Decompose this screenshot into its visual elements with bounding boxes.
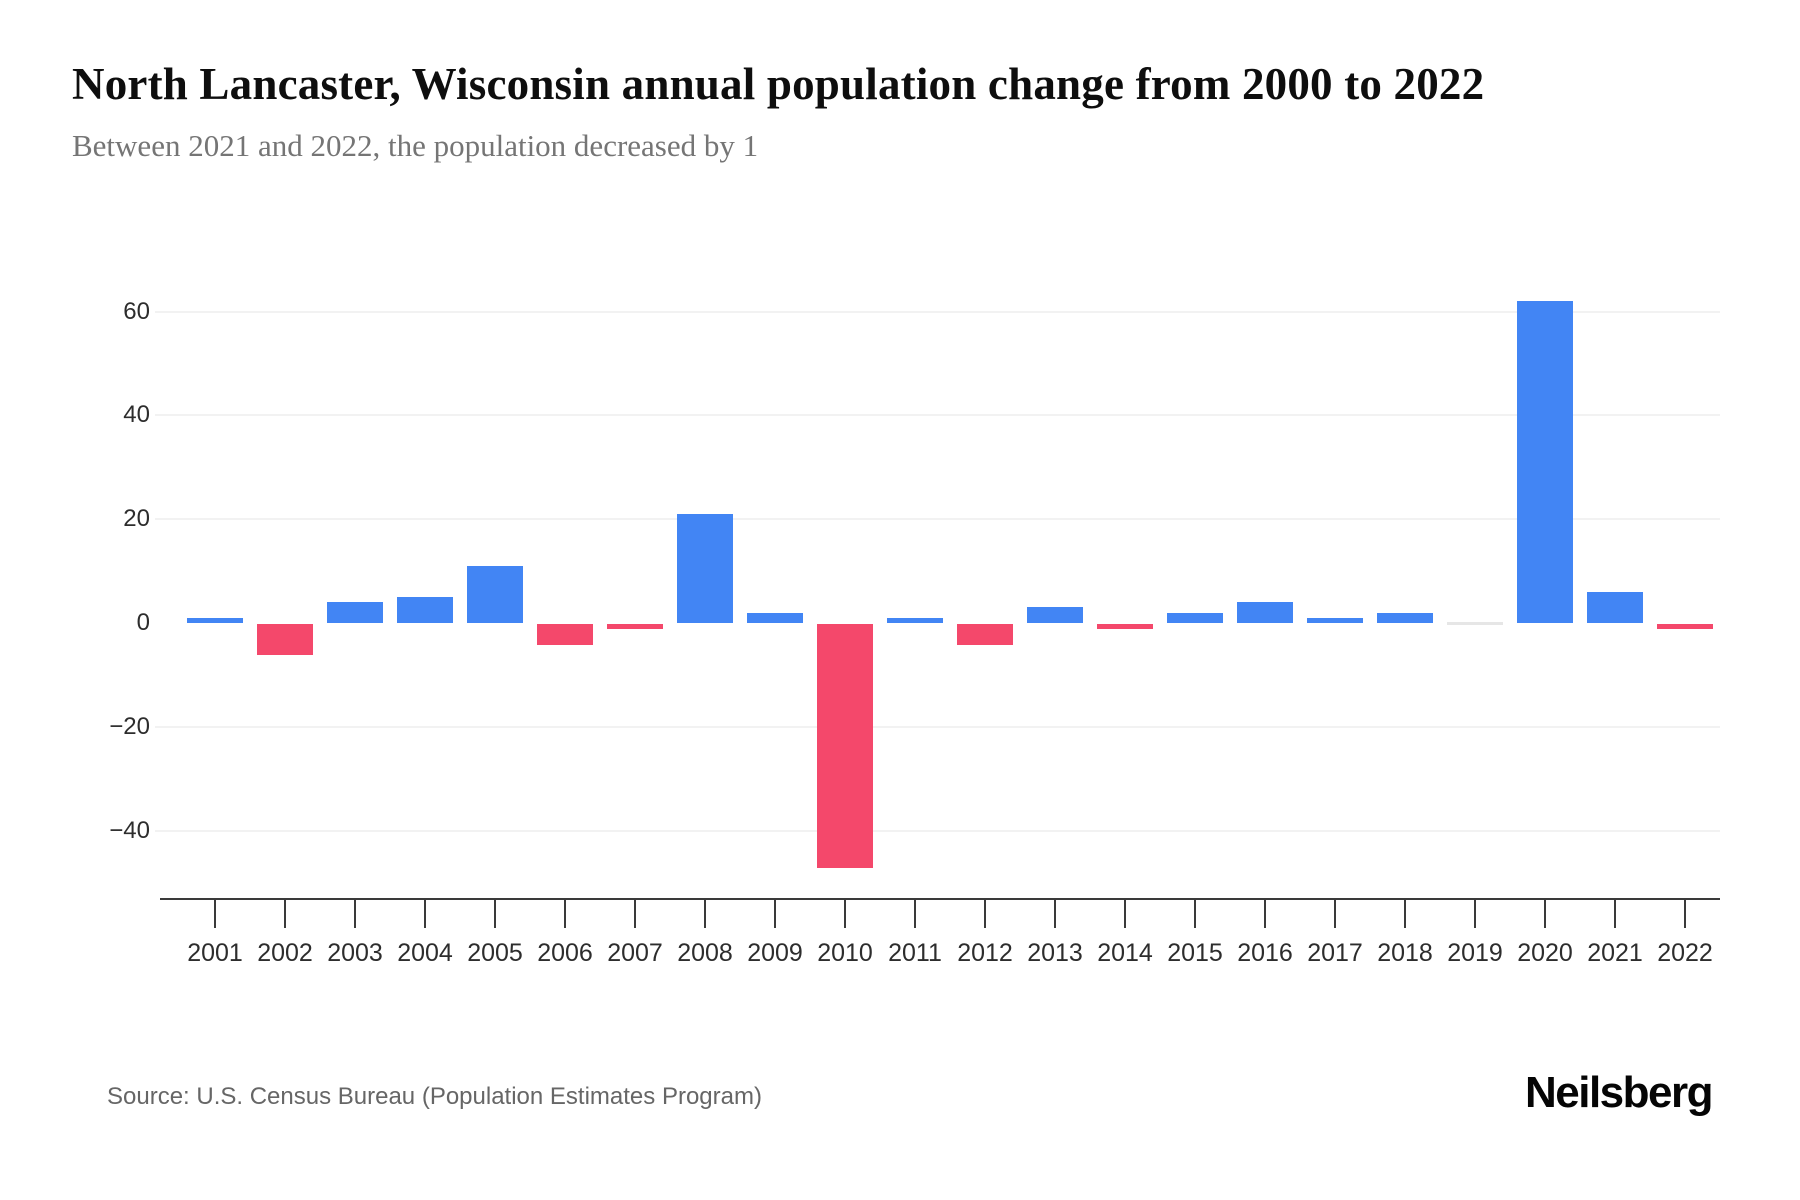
y-axis-tick-label: 0 — [136, 609, 150, 636]
x-axis-tick-2018 — [1404, 898, 1406, 928]
x-axis-tick-2010 — [844, 898, 846, 928]
x-axis-tick-label-2020: 2020 — [1517, 939, 1573, 967]
y-axis-tick-label: 60 — [123, 297, 150, 325]
y-axis-tick-label: −20 — [109, 712, 150, 740]
x-axis-tick-label-2006: 2006 — [537, 939, 593, 967]
x-axis-tick-2006 — [564, 898, 566, 928]
x-axis-tick-label-2013: 2013 — [1027, 939, 1083, 967]
x-axis-tick-2003 — [354, 898, 356, 928]
bar-2002 — [257, 624, 313, 656]
x-axis-tick-label-2004: 2004 — [397, 939, 453, 967]
x-axis-tick-label-2015: 2015 — [1167, 939, 1223, 967]
bar-2017 — [1307, 617, 1363, 623]
x-axis-tick-label-2016: 2016 — [1237, 939, 1293, 967]
x-axis-tick-2011 — [914, 898, 916, 928]
x-axis-tick-2015 — [1194, 898, 1196, 928]
x-axis-tick-2022 — [1684, 898, 1686, 928]
y-axis-tick-label: 20 — [123, 505, 150, 533]
x-axis-tick-label-2011: 2011 — [888, 939, 942, 967]
x-axis-tick-2007 — [634, 898, 636, 928]
x-axis-tick-2016 — [1264, 898, 1266, 928]
x-axis-tick-label-2001: 2001 — [187, 939, 243, 967]
x-axis-tick-label-2012: 2012 — [957, 939, 1013, 967]
x-axis-tick-label-2014: 2014 — [1097, 939, 1153, 967]
x-axis-tick-label-2018: 2018 — [1377, 939, 1433, 967]
bar-2011 — [887, 617, 943, 623]
bar-2020 — [1517, 301, 1573, 623]
source-attribution: Source: U.S. Census Bureau (Population E… — [107, 1083, 762, 1110]
y-axis-tick-label: −40 — [109, 816, 150, 844]
x-axis-tick-label-2022: 2022 — [1657, 939, 1713, 967]
gridline-−40 — [155, 829, 1720, 832]
x-axis-tick-2005 — [494, 898, 496, 928]
x-axis-tick-label-2021: 2021 — [1587, 939, 1643, 967]
bar-2018 — [1377, 612, 1433, 623]
x-axis-tick-2008 — [704, 898, 706, 928]
x-axis-tick-label-2005: 2005 — [467, 939, 523, 967]
x-axis-tick-label-2017: 2017 — [1307, 939, 1363, 967]
bar-2006 — [537, 624, 593, 645]
x-axis-tick-2004 — [424, 898, 426, 928]
bar-2009 — [747, 612, 803, 623]
bar-2004 — [397, 597, 453, 623]
x-axis-tick-2013 — [1054, 898, 1056, 928]
bar-2005 — [467, 565, 523, 623]
x-axis-tick-2019 — [1474, 898, 1476, 928]
bar-2014 — [1097, 624, 1153, 630]
x-axis-tick-label-2003: 2003 — [327, 939, 383, 967]
gridline-−20 — [155, 725, 1720, 728]
x-axis-tick-label-2007: 2007 — [607, 939, 663, 967]
gridline-40 — [155, 414, 1720, 417]
bar-2007 — [607, 624, 663, 630]
bar-2019 — [1447, 622, 1503, 625]
bar-2010 — [817, 624, 873, 868]
bar-2008 — [677, 514, 733, 623]
x-axis-tick-2014 — [1124, 898, 1126, 928]
x-axis-tick-2001 — [214, 898, 216, 928]
x-axis-tick-label-2009: 2009 — [747, 939, 803, 967]
bar-2013 — [1027, 607, 1083, 623]
bar-2012 — [957, 624, 1013, 645]
x-axis-tick-2009 — [774, 898, 776, 928]
gridline-20 — [155, 518, 1720, 521]
chart-subtitle: Between 2021 and 2022, the population de… — [72, 128, 759, 163]
x-axis-line — [160, 898, 1720, 900]
bar-2001 — [187, 617, 243, 623]
x-axis-tick-2021 — [1614, 898, 1616, 928]
y-axis-tick-label: 40 — [123, 401, 150, 429]
x-axis-tick-2002 — [284, 898, 286, 928]
bar-2003 — [327, 602, 383, 623]
bar-2021 — [1587, 591, 1643, 623]
x-axis-tick-label-2010: 2010 — [817, 939, 873, 967]
x-axis-tick-label-2019: 2019 — [1447, 939, 1503, 967]
x-axis-tick-2017 — [1334, 898, 1336, 928]
bar-2015 — [1167, 612, 1223, 623]
chart-title: North Lancaster, Wisconsin annual popula… — [72, 59, 1485, 109]
x-axis-tick-label-2008: 2008 — [677, 939, 733, 967]
x-axis-tick-label-2002: 2002 — [257, 939, 313, 967]
bar-2022 — [1657, 624, 1713, 630]
bar-2016 — [1237, 602, 1293, 623]
gridline-60 — [155, 310, 1720, 313]
brand-logo: Neilsberg — [1524, 1068, 1714, 1117]
x-axis-tick-2020 — [1544, 898, 1546, 928]
x-axis-tick-2012 — [984, 898, 986, 928]
